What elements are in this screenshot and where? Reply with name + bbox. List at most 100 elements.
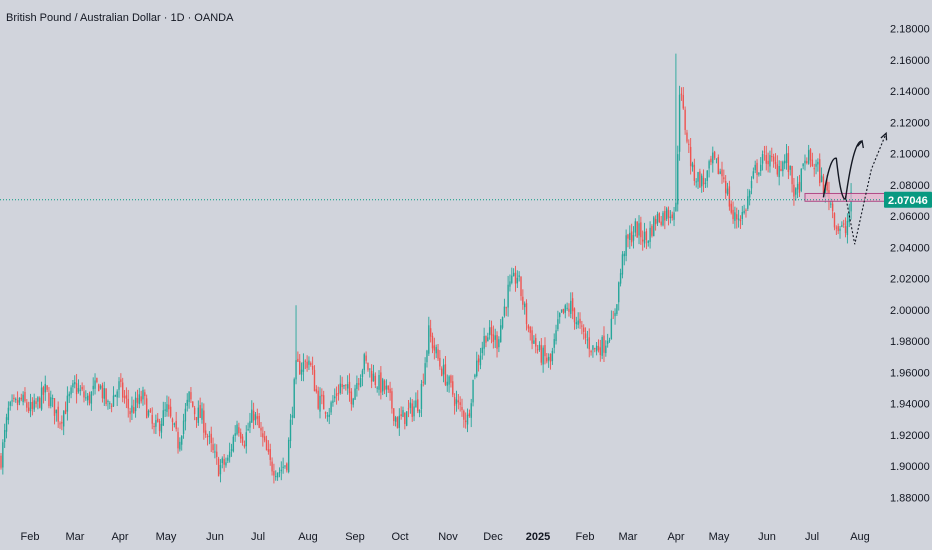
candle [815, 159, 817, 175]
candle [481, 341, 483, 360]
candle [549, 353, 552, 370]
candle [843, 219, 845, 228]
candle [713, 150, 716, 160]
candle [559, 312, 561, 324]
candle [225, 457, 227, 468]
candle [66, 386, 69, 421]
time-axis[interactable]: Feb Mar Apr May Jun Jul Aug Sep Oct Nov Dec 2025 Feb… [21, 531, 870, 543]
candle [557, 310, 559, 332]
candle [383, 379, 386, 395]
candle [584, 327, 587, 345]
candle [472, 379, 474, 407]
projection-arrow-dotted[interactable] [845, 131, 888, 245]
candle [577, 312, 579, 329]
candle [464, 412, 467, 429]
candle [188, 391, 190, 409]
candle [651, 224, 653, 238]
candle [214, 443, 216, 459]
candle [754, 160, 756, 174]
candle [206, 433, 209, 446]
candle [24, 387, 26, 403]
candle [695, 178, 697, 188]
candle [605, 340, 607, 357]
projection-arrow-solid[interactable] [822, 139, 864, 200]
candle [64, 401, 67, 415]
candle [33, 393, 35, 412]
candle [405, 411, 408, 427]
candle [110, 403, 113, 413]
candle [204, 422, 207, 438]
candle [819, 153, 821, 187]
candle [418, 409, 421, 418]
candle [701, 173, 703, 193]
candle [0, 452, 2, 470]
candle [562, 308, 565, 315]
candle [546, 353, 548, 364]
candle [726, 182, 729, 196]
time-tick-label: May [156, 531, 177, 543]
candle [311, 356, 314, 375]
candle [370, 364, 373, 389]
resistance-zone[interactable] [804, 192, 891, 202]
candle [630, 223, 633, 247]
candle [173, 422, 176, 428]
time-tick-label: Jun [206, 531, 224, 543]
candle [702, 169, 705, 192]
candle [227, 454, 229, 464]
candle [649, 221, 651, 249]
time-tick-label: Jun [758, 531, 776, 543]
candle [350, 388, 353, 411]
candle [525, 299, 528, 331]
candle [107, 399, 109, 410]
candle [241, 433, 244, 446]
last-price-badge[interactable]: 2.07046 [884, 191, 932, 208]
candle [518, 271, 520, 282]
candle [807, 144, 810, 165]
price-tick-label: 1.92000 [890, 430, 930, 442]
price-axis[interactable]: 2.18000 2.16000 2.14000 2.12000 2.10000 2.080… [0, 24, 932, 505]
candle [660, 215, 662, 227]
candle [771, 147, 773, 162]
candle [457, 393, 460, 410]
candle [131, 396, 133, 420]
candle [662, 210, 664, 227]
candle [29, 393, 32, 418]
candle [820, 167, 823, 183]
candle [470, 398, 472, 428]
candle [787, 146, 790, 180]
candle [817, 158, 819, 172]
candle [500, 319, 502, 343]
candle [671, 211, 673, 221]
candle [444, 355, 447, 387]
candle [234, 425, 236, 442]
candle [719, 168, 721, 175]
candle [289, 413, 292, 449]
candle [326, 412, 329, 422]
candle [488, 320, 491, 340]
candle [619, 268, 622, 287]
candle [512, 268, 515, 277]
candle [728, 180, 731, 211]
candle [238, 422, 240, 437]
candle [223, 454, 225, 472]
candle [396, 416, 399, 429]
candle [295, 305, 297, 385]
time-tick-label: Oct [391, 531, 408, 543]
candle [494, 328, 496, 348]
candle [428, 316, 430, 356]
candle [409, 397, 412, 414]
candle [86, 392, 89, 406]
price-tick-label: 2.04000 [890, 242, 930, 254]
candle [536, 344, 539, 354]
candle [278, 467, 281, 478]
candle [778, 160, 780, 186]
candle [62, 410, 65, 436]
candle [228, 442, 231, 463]
candle [568, 303, 570, 317]
candle [72, 379, 74, 393]
candle [276, 472, 279, 481]
candle [699, 168, 701, 188]
candle [579, 312, 581, 329]
